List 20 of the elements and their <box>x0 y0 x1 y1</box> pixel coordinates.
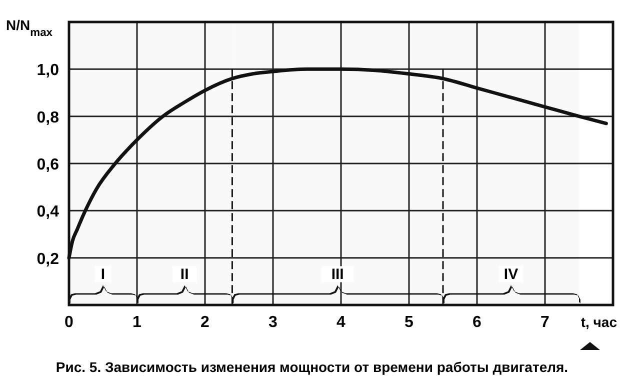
x-tick-label: 6 <box>472 314 482 331</box>
x-tick-label: 7 <box>540 314 550 331</box>
x-tick-label: 4 <box>336 314 346 331</box>
band-label: I <box>100 266 106 284</box>
x-tick-label: 5 <box>404 314 414 331</box>
x-tick-label: 2 <box>200 314 210 331</box>
y-tick-label: 0,4 <box>36 204 60 221</box>
band-label: II <box>180 266 189 284</box>
band-label: III <box>331 266 344 284</box>
y-tick-label: 0,8 <box>36 109 60 126</box>
y-axis-title: N/N$_{max}$ <box>6 17 54 39</box>
x-tick-label: 1 <box>132 314 142 331</box>
y-tick-label: 0,2 <box>36 250 60 268</box>
x-axis-title: t, час <box>580 314 618 330</box>
x-tick-label: 0 <box>64 314 74 331</box>
x-tick-label: 3 <box>268 314 278 331</box>
y-tick-label: 1,0 <box>36 62 60 80</box>
band-label: IV <box>504 266 518 284</box>
text: Рис. 5. Зависимость изменения мощности от времени работы двигателя. <box>56 359 568 375</box>
y-tick-label: 0,6 <box>36 156 60 174</box>
